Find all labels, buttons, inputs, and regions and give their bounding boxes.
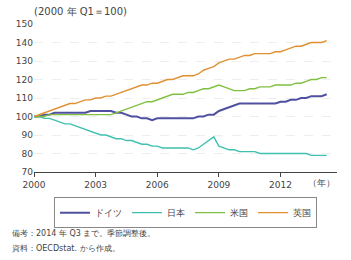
svg-text:(2000 年 Q1＝100): (2000 年 Q1＝100) [34, 6, 127, 17]
svg-text:100: 100 [16, 112, 33, 122]
svg-text:ドイツ: ドイツ [95, 208, 122, 218]
svg-text:米国: 米国 [230, 208, 248, 218]
svg-text:70: 70 [22, 167, 34, 177]
svg-text:150: 150 [16, 19, 33, 29]
svg-text:備考：2014 年 Q3 まで。季節調整後。: 備考：2014 年 Q3 まで。季節調整後。 [12, 229, 155, 238]
svg-text:2009: 2009 [207, 180, 230, 190]
svg-text:資料：OECDstat. から作成。: 資料：OECDstat. から作成。 [12, 244, 120, 253]
svg-text:90: 90 [22, 130, 34, 140]
svg-text:2000: 2000 [23, 180, 46, 190]
svg-text:2003: 2003 [84, 180, 107, 190]
svg-text:日本: 日本 [167, 208, 185, 218]
svg-text:130: 130 [16, 56, 33, 66]
svg-text:110: 110 [16, 93, 33, 103]
svg-text:2006: 2006 [146, 180, 169, 190]
svg-text:140: 140 [16, 38, 33, 48]
svg-text:2012: 2012 [269, 180, 292, 190]
svg-text:（年）: （年） [308, 178, 335, 188]
svg-text:英国: 英国 [293, 208, 311, 218]
svg-text:120: 120 [16, 75, 33, 85]
svg-text:80: 80 [22, 149, 34, 159]
